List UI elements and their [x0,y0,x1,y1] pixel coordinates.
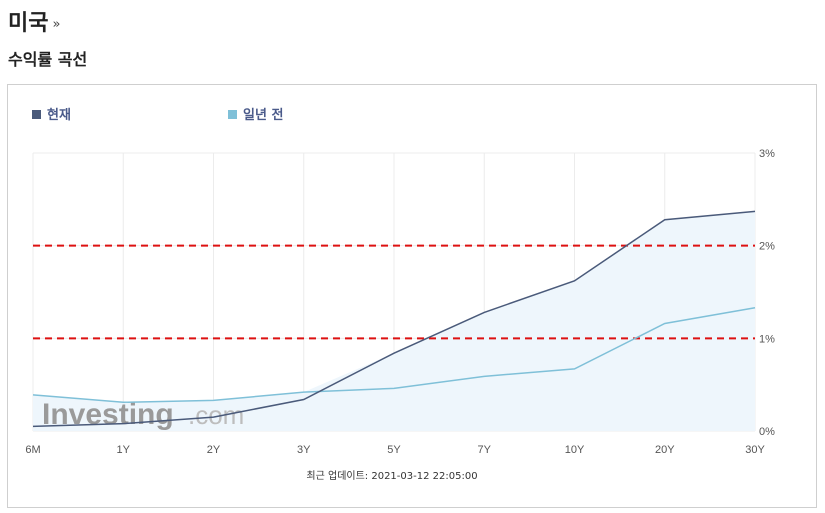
watermark-suffix: .com [188,400,244,430]
y-tick-label: 2% [759,241,775,253]
x-tick-label: 10Y [565,444,585,456]
series-area-fill [33,211,755,431]
series-line-current [32,210,756,428]
x-tick-label: 6M [25,444,40,456]
y-tick-label: 3% [759,148,775,160]
x-tick-label: 2Y [207,444,221,456]
legend-swatch [32,110,41,119]
x-tick-label: 3Y [297,444,311,456]
y-tick-label: 0% [759,426,775,438]
last-update-label: 최근 업데이트: 2021-03-12 22:05:00 [306,469,477,482]
legend-swatch [228,110,237,119]
legend-label: 일년 전 [243,107,283,123]
x-tick-label: 30Y [745,444,765,456]
more-link[interactable]: » [52,16,61,32]
y-tick-label: 1% [759,333,775,345]
page-title: 미국» [8,5,60,37]
section-title: 수익률 곡선 [8,50,88,69]
series-line-year-ago [32,307,756,404]
x-tick-label: 1Y [117,444,131,456]
investing-watermark: Investing .com [42,398,244,431]
x-tick-label: 7Y [478,444,492,456]
x-tick-label: 20Y [655,444,675,456]
x-tick-label: 5Y [387,444,401,456]
legend-label: 현재 [47,107,71,123]
country-title: 미국 [8,11,49,36]
